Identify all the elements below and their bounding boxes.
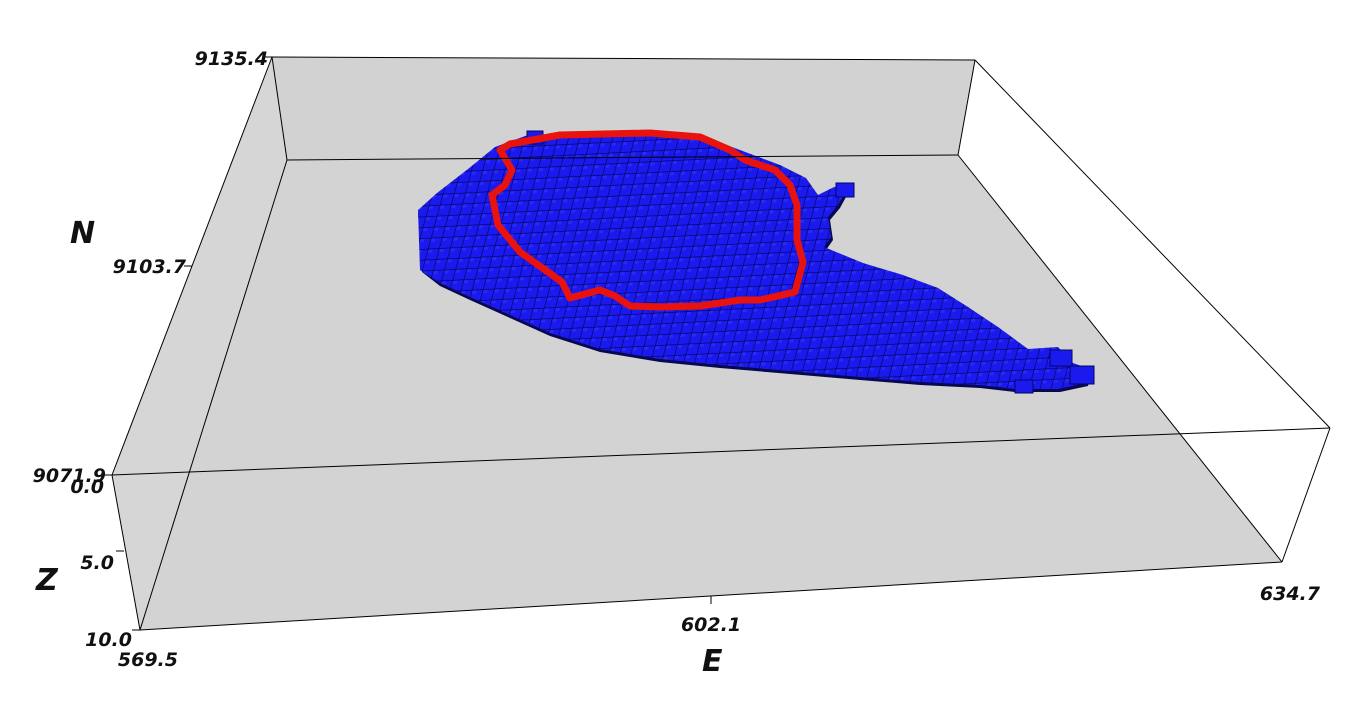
- voxel-body: [418, 130, 1095, 394]
- z-tick-label: 0.0: [70, 476, 104, 498]
- x-tick-label: 602.1: [681, 614, 741, 636]
- y-tick-label: 9103.7: [113, 256, 187, 278]
- voxel-protrusion: [1014, 379, 1034, 394]
- x-tick-label: 569.5: [118, 649, 178, 671]
- z-axis-title: Z: [35, 563, 59, 598]
- y-tick-label: 9071.9: [33, 465, 106, 487]
- back-wall: [272, 57, 975, 160]
- z-tick-label: 5.0: [80, 552, 114, 574]
- tick-marks: [104, 56, 712, 631]
- voxel-protrusion: [835, 182, 855, 198]
- y-axis-title: N: [70, 216, 95, 251]
- voxel-protrusion: [1069, 365, 1095, 385]
- outline-polygon: [488, 129, 807, 311]
- voxel-protrusion: [1049, 349, 1073, 367]
- z-tick-label: 10.0: [85, 629, 132, 651]
- y-tick-label: 9135.4: [195, 48, 268, 70]
- x-tick-label: 634.7: [1260, 583, 1321, 605]
- x-axis-title: E: [702, 644, 723, 679]
- voxel-body-top: [418, 133, 1090, 389]
- left-wall: [112, 57, 287, 630]
